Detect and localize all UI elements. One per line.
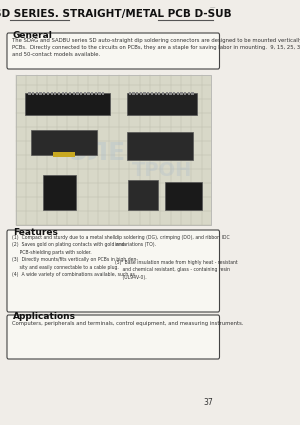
Text: ТPOH: ТPOH <box>132 161 192 179</box>
Bar <box>54 92 56 95</box>
Bar <box>158 92 160 95</box>
Bar <box>80 92 82 95</box>
Bar <box>165 182 202 210</box>
Bar <box>128 180 158 210</box>
Bar <box>191 92 194 95</box>
Bar <box>28 92 31 95</box>
Text: General: General <box>13 31 53 40</box>
FancyBboxPatch shape <box>7 230 220 312</box>
Bar <box>36 92 38 95</box>
Bar <box>50 92 53 95</box>
Bar <box>129 92 131 95</box>
Bar <box>102 92 104 95</box>
Bar <box>95 92 97 95</box>
Text: ЭЛEK: ЭЛEK <box>69 141 145 165</box>
Bar <box>162 92 164 95</box>
Text: SD SERIES. STRAIGHT/METAL PCB D-SUB: SD SERIES. STRAIGHT/METAL PCB D-SUB <box>0 9 232 19</box>
Text: 37: 37 <box>204 398 214 407</box>
Bar <box>69 92 71 95</box>
Bar <box>65 92 68 95</box>
Bar <box>132 92 135 95</box>
Bar <box>98 92 101 95</box>
Bar <box>143 92 146 95</box>
Bar <box>147 92 149 95</box>
Bar <box>43 175 76 210</box>
Bar <box>43 92 45 95</box>
Bar <box>32 92 34 95</box>
Bar <box>180 92 183 95</box>
Bar <box>47 92 49 95</box>
Text: Computers, peripherals and terminals, control equipment, and measuring instrumen: Computers, peripherals and terminals, co… <box>12 321 244 326</box>
Bar <box>154 92 157 95</box>
Bar <box>173 92 175 95</box>
Bar <box>127 132 193 160</box>
Bar <box>184 92 186 95</box>
Bar <box>40 92 42 95</box>
Text: Features: Features <box>13 228 58 237</box>
Bar <box>73 92 75 95</box>
Text: (1)  Compact and sturdy due to a metal shell.
(2)  Saves gold on plating contact: (1) Compact and sturdy due to a metal sh… <box>12 235 138 277</box>
Bar <box>151 92 153 95</box>
Bar <box>25 93 110 115</box>
Bar <box>140 92 142 95</box>
Bar <box>61 92 64 95</box>
Bar <box>177 92 179 95</box>
Bar <box>127 93 196 115</box>
Bar <box>31 130 97 155</box>
Text: dip soldering (DG), crimping (DO), and ribbon IDC
in variations (TO).: dip soldering (DG), crimping (DO), and r… <box>115 235 229 247</box>
Bar <box>166 92 168 95</box>
Bar <box>76 92 79 95</box>
FancyBboxPatch shape <box>7 33 220 69</box>
Bar <box>84 92 86 95</box>
Text: Applications: Applications <box>13 312 76 321</box>
Bar <box>91 92 93 95</box>
Text: (5)  Base insulation made from highly heat - resistant
     and chemical resista: (5) Base insulation made from highly hea… <box>115 260 237 280</box>
Bar <box>16 75 211 225</box>
Bar <box>136 92 138 95</box>
Bar <box>87 92 90 95</box>
Bar <box>53 152 75 157</box>
Bar <box>169 92 172 95</box>
Text: The SDAG and SADBU series SD auto-straight dip soldering connectors are designed: The SDAG and SADBU series SD auto-straig… <box>12 38 300 57</box>
Bar <box>58 92 60 95</box>
Bar <box>188 92 190 95</box>
Text: —: — <box>210 5 215 10</box>
FancyBboxPatch shape <box>7 315 220 359</box>
